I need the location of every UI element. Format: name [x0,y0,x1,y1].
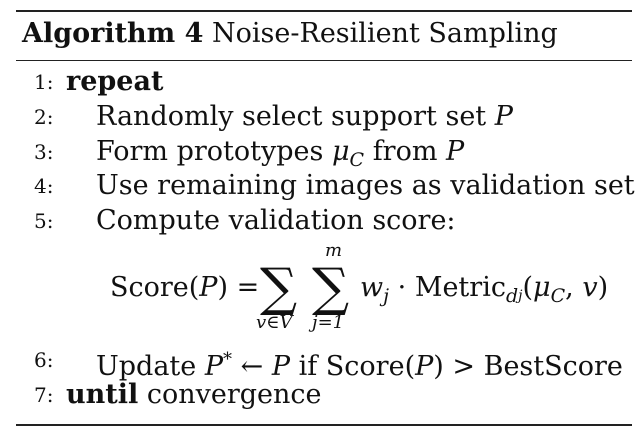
algorithm-label: Algorithm 4 [22,18,204,49]
weight-subscript: j [383,285,390,307]
cdot: · [397,272,407,303]
paren-close: ) [597,272,609,303]
equation-lhs: Score(P) = [110,270,259,306]
math-var-mu: μ [533,272,551,303]
superscript-star: * [223,349,233,370]
line-text: Randomly select support set [96,101,487,132]
line-body: Use remaining images as validation set V [96,168,640,204]
sum-symbol-1: ∑ [260,258,298,318]
sum-symbol-2: ∑ [312,258,350,318]
line-body: repeat [66,64,163,100]
sum-2-upper-limit: m [325,240,343,261]
algorithm-caption: Algorithm 4 Noise-Resilient Sampling [22,14,558,54]
weight-var: w [360,272,384,303]
score-fn: Score( [110,272,200,303]
metric-fn: Metric [414,272,506,303]
math-var-p: P [199,272,218,303]
math-var-v: v [582,272,598,303]
line-number: 6: [34,348,54,372]
line-number: 1: [34,70,54,94]
line-text: Form prototypes [96,136,324,167]
line-text: Compute validation score: [96,205,456,236]
left-arrow: ← [240,351,264,382]
until-keyword: until [66,379,139,410]
line-text: from [372,136,438,167]
line-text: ) > BestScore [433,351,623,382]
bottom-rule [16,424,632,426]
math-var-p: P [271,351,290,382]
line-body: Form prototypes μC from P [96,134,464,178]
line-body: Update P* ← P if Score(P) > BestScore [96,342,623,385]
line-number: 3: [34,140,54,164]
line-text: convergence [146,379,322,410]
math-var-p: P [446,136,465,167]
repeat-keyword: repeat [66,66,164,97]
line-body: Randomly select support set P [96,99,513,135]
line-number: 4: [34,174,54,198]
equals: ) = [217,272,260,303]
line-text: if Score( [298,351,416,382]
score-equation: Score(P) = ∑ v∈V ∑ m j=1 wj · Metricdj(μ… [110,240,610,336]
math-var-mu: μ [331,136,350,167]
sum-1-lower-limit: v∈V [256,312,293,333]
line-number: 2: [34,105,54,129]
metric-subscript: d [505,285,519,307]
caption-rule [16,60,632,61]
paren-open: ( [522,272,534,303]
algorithm-title: Noise-Resilient Sampling [212,18,558,49]
math-var-p-star: P [204,351,224,382]
math-var-p: P [494,101,513,132]
sum-2-lower-limit: j=1 [312,312,345,333]
metric-subsubscript: j [518,288,523,304]
mu-subscript: C [550,285,566,307]
math-subscript: C [349,149,365,171]
line-body: until convergence [66,377,322,413]
line-body: Compute validation score: [96,203,456,239]
equation-rhs: wj · Metricdj(μC, v) [360,270,608,314]
line-text: Update [96,351,197,382]
line-text: Use remaining images as validation set [96,170,635,201]
math-var-p: P [415,351,434,382]
top-rule [16,10,632,12]
line-number: 7: [34,383,54,407]
comma: , [565,272,574,303]
line-number: 5: [34,209,54,233]
